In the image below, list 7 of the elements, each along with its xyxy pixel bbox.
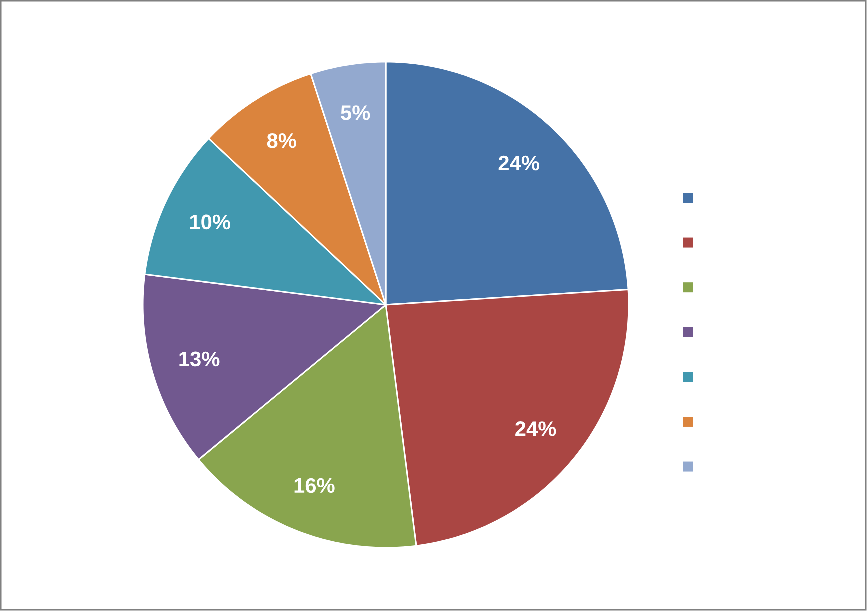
data-label: 8% xyxy=(267,133,296,148)
data-label: 5% xyxy=(341,106,370,120)
data-label: 24% xyxy=(516,422,556,436)
data-label: 10% xyxy=(190,214,230,230)
data-label: 24% xyxy=(498,156,540,171)
data-label: 13% xyxy=(180,352,220,367)
data-label: 16% xyxy=(294,478,335,494)
